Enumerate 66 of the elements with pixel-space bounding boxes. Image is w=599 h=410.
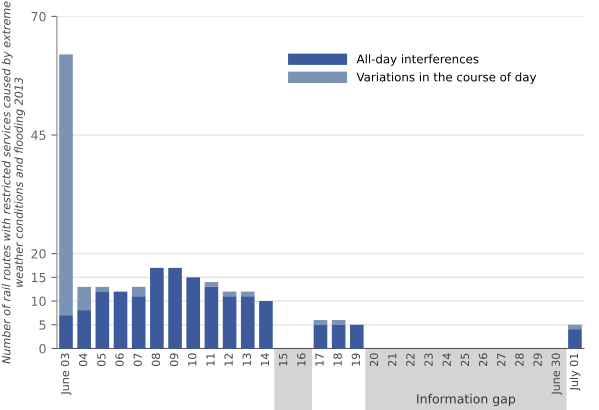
x-tick-label: 23 [424,354,433,366]
bar [77,286,91,311]
legend-label: All-day interferences [356,54,478,66]
y-tick-label: 45 [31,130,46,140]
bar [168,268,182,348]
text: Information gap [417,394,516,406]
x-tick-label: 14 [260,353,269,366]
x-tick-label: 18 [333,353,342,366]
x-tick-label: 10 [188,353,196,366]
bar [114,292,128,348]
x-tick-label: 04 [78,353,88,366]
x-tick-label: 12 [224,354,233,366]
x-tick-label: 17 [315,354,324,366]
bar [150,268,164,348]
bar [222,296,236,348]
x-tick-label: 20 [370,353,378,366]
x-tick-label: 25 [460,354,470,366]
x-tick-label: 22 [406,354,414,366]
x-tick-label: 19 [352,353,360,366]
y-axis-title: Number of rail routes with restricted services caused by extreme weather conditions and flooding 2013 [2,2,26,364]
x-tick-label: 06 [115,353,124,366]
bar [77,310,91,348]
x-tick-label: 11 [206,354,214,366]
x-tick-label: 28 [515,353,524,366]
bar [332,320,346,325]
bar [332,324,346,348]
x-tick-label: 21 [388,354,396,366]
x-tick-label: June 03 [60,354,72,396]
bar [240,296,255,348]
bar [568,330,582,348]
x-tick-label: 07 [134,354,142,366]
bar [314,324,328,348]
bar [240,292,255,296]
x-tick-label: 26 [478,353,488,366]
bar [96,292,110,348]
x-tick-label: 05 [97,354,106,366]
y-tick-label: 10 [32,296,46,306]
bar [186,277,200,348]
bar [59,315,73,348]
x-tick-label: 27 [497,354,506,366]
bar [568,324,582,330]
bar [204,286,218,348]
y-tick-label: 70 [32,12,46,22]
y-tick-label: 0 [39,344,46,354]
y-tick-label: 15 [32,272,46,282]
x-tick-label: 16 [297,353,306,366]
x-tick-label: 08 [152,353,160,366]
x-tick-label: 29 [533,353,542,366]
bar [59,54,73,316]
bar [132,296,146,348]
x-tick-label: 09 [170,353,178,366]
x-tick-label: June 30 [552,353,562,396]
x-tick-label: 24 [442,353,451,366]
x-tick-label: July 01 [570,354,580,391]
bar [132,286,146,296]
legend-label: Variations in the course of day [356,72,536,84]
bar [350,324,364,348]
bar [259,301,273,348]
bar [96,286,110,292]
y-tick-label: 20 [32,249,46,259]
x-tick-label: 13 [242,354,251,366]
bar [204,282,218,287]
x-tick-label: 15 [279,354,288,366]
y-tick-label: 5 [40,320,46,330]
bar [222,292,236,296]
bar [314,320,328,325]
